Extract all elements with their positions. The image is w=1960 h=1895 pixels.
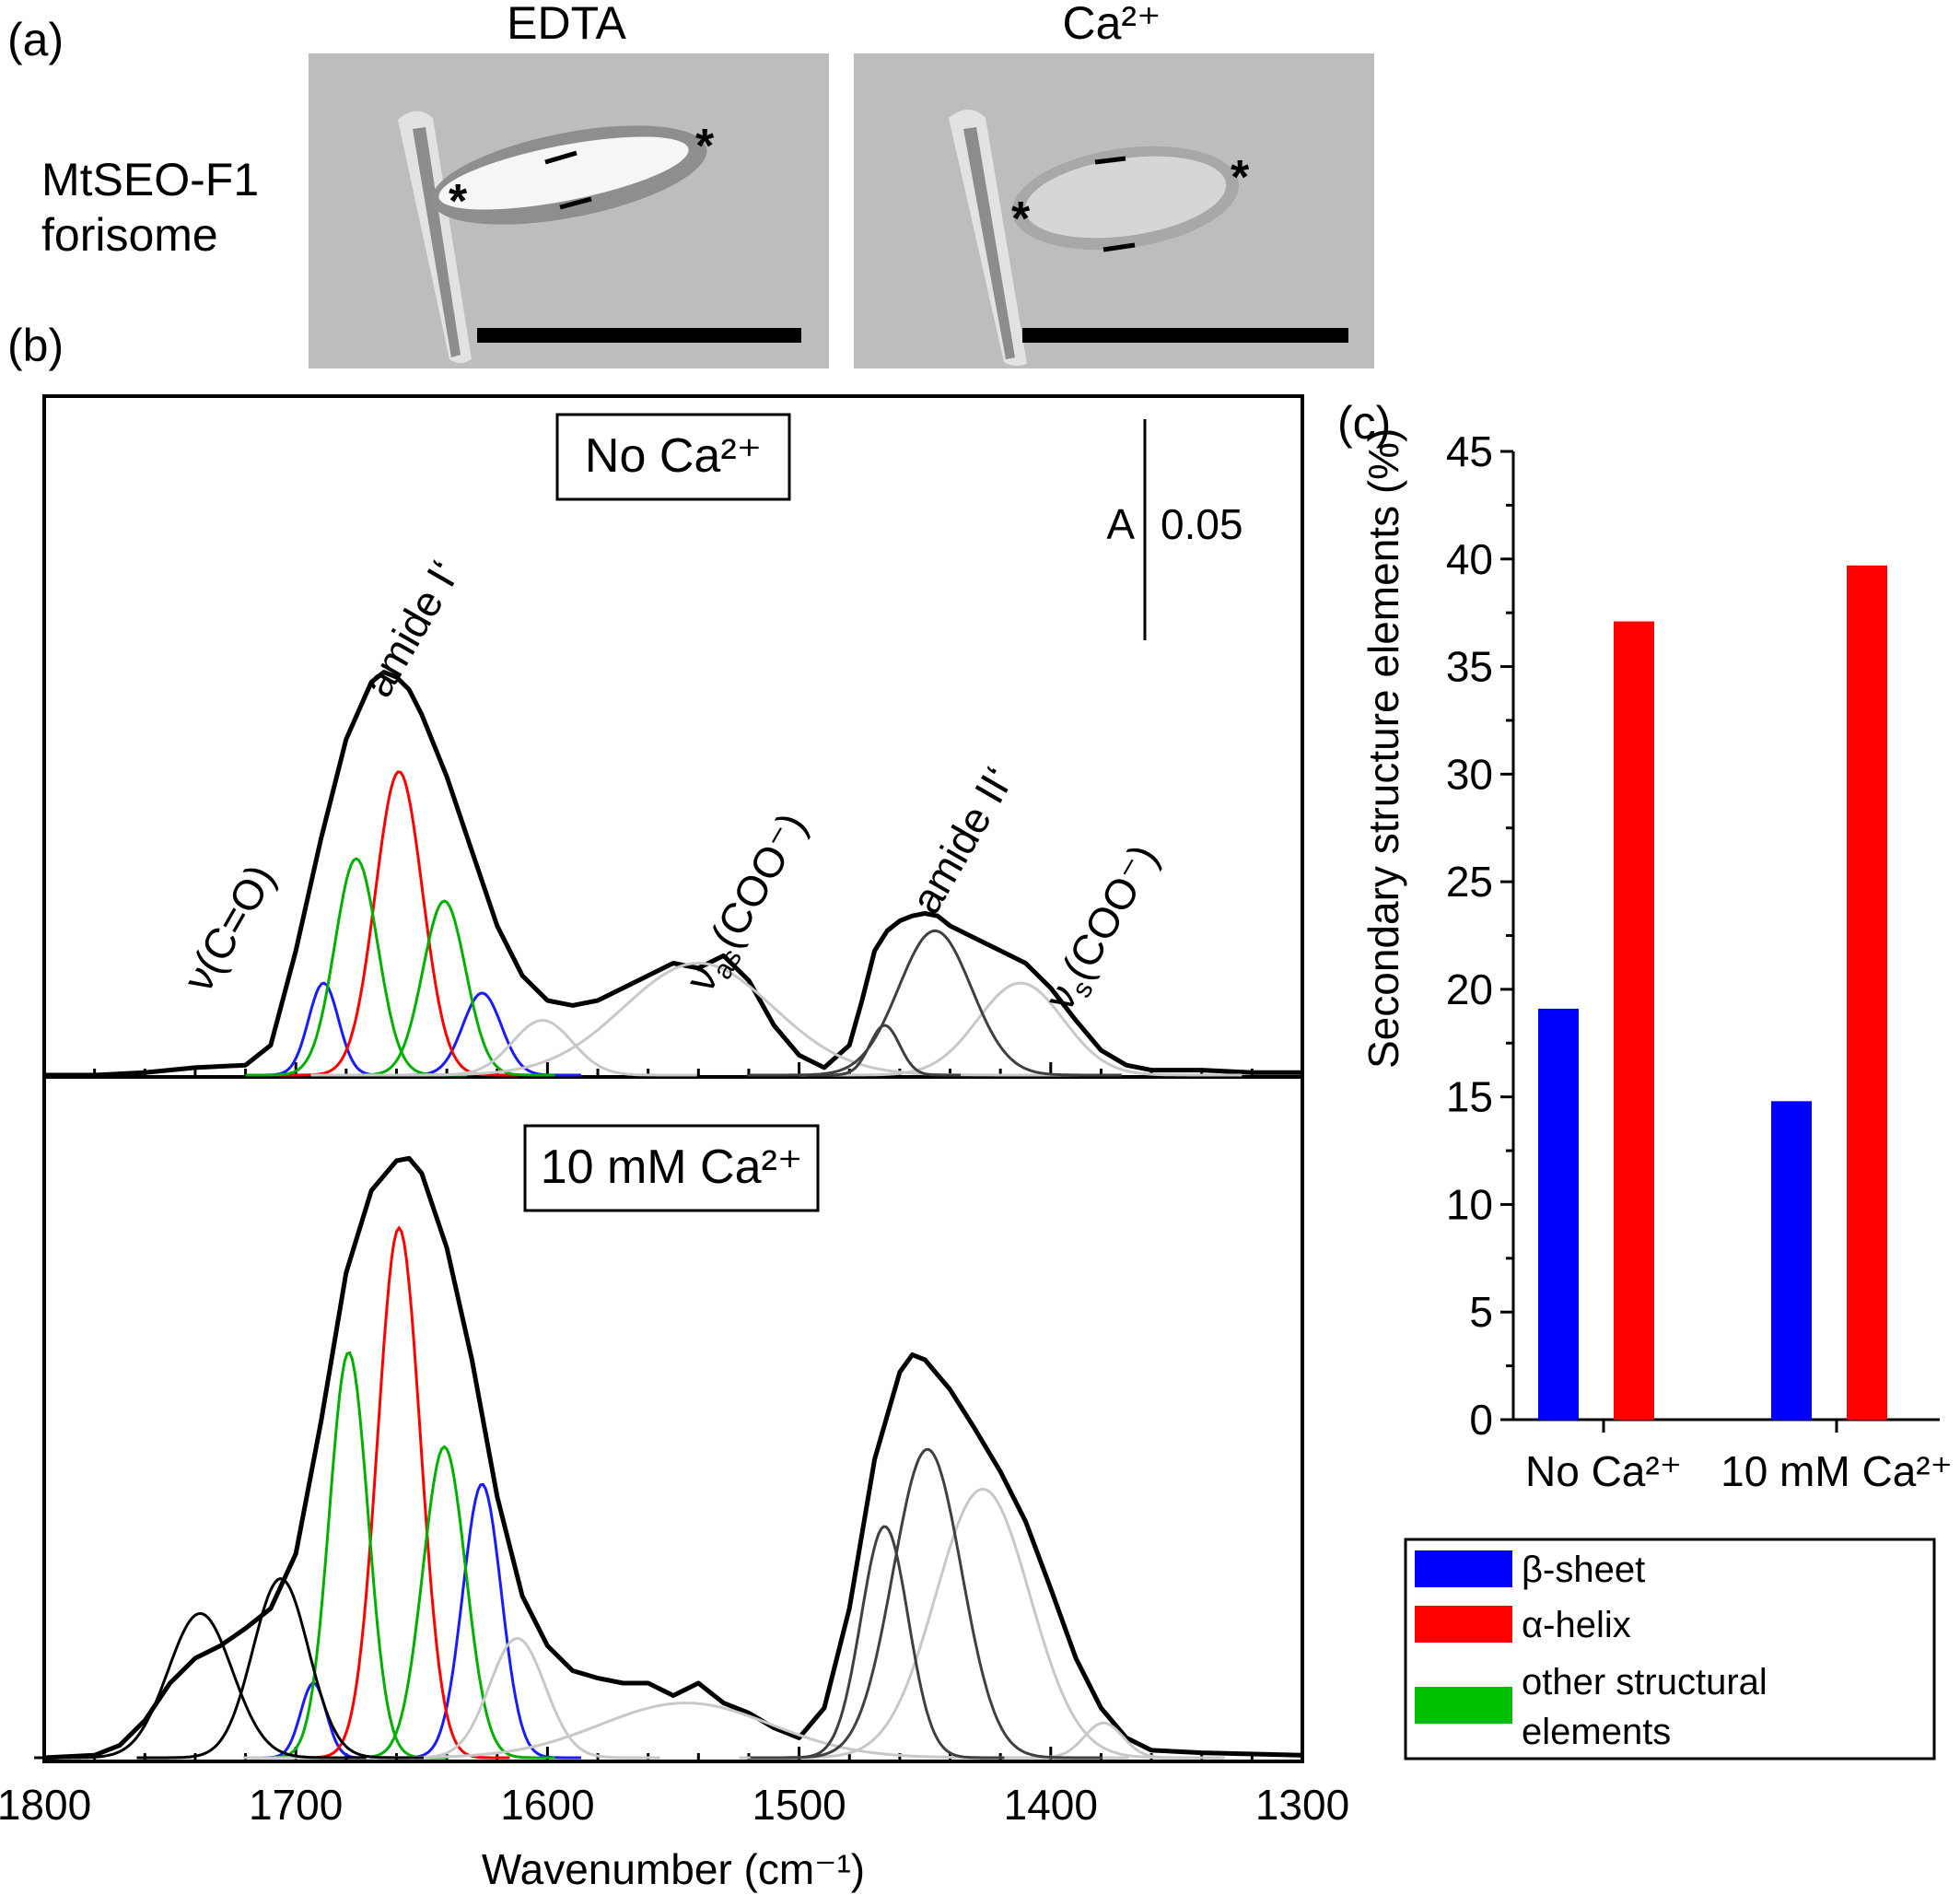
- annotation-amide-two: amide II‘: [902, 758, 1023, 921]
- no-calcium-component-4-2: [799, 981, 1242, 1077]
- legend-swatch: [1415, 1550, 1512, 1587]
- panel-a-label: (a): [7, 14, 64, 65]
- x-tick-label: 1800: [0, 1781, 91, 1829]
- legend-swatch: [1415, 1606, 1512, 1643]
- legend-label-continued: elements: [1522, 1712, 1671, 1752]
- calcium-component-1-1: [382, 1482, 581, 1760]
- bar-alpha-helix-0: [1614, 621, 1654, 1420]
- legend-swatch: [1415, 1687, 1512, 1724]
- legend-label: β-sheet: [1522, 1550, 1645, 1590]
- no-calcium-measured-line: [44, 670, 1302, 1078]
- y-tick-label: 15: [1446, 1073, 1493, 1121]
- legend-label: α-helix: [1522, 1605, 1631, 1645]
- category-label: 10 mM Ca²⁺: [1721, 1447, 1953, 1495]
- bar-chart-y-axis-title: Secondary structure elements (%): [1359, 428, 1407, 1069]
- column-title-calcium: Ca²⁺: [1063, 0, 1161, 49]
- row-label-line1: MtSEO-F1: [41, 154, 259, 205]
- column-title-edta: EDTA: [507, 0, 626, 49]
- y-tick-label: 5: [1469, 1288, 1493, 1336]
- panel-b-label: (b): [7, 320, 64, 371]
- x-tick-label: 1400: [1004, 1781, 1098, 1829]
- bar-chart-axes: 0 5 10 15 20 25 30 35 40 45 No Ca²⁺ 10 mM Ca²⁺: [1446, 427, 1953, 1495]
- calcium-component-6-1: [750, 1447, 1103, 1760]
- calcium-component-5-0: [34, 1611, 367, 1760]
- bar-beta-sheet-1: [1771, 1101, 1812, 1420]
- tip-marker-calcium-left: *: [1011, 193, 1031, 246]
- no-calcium-label: No Ca²⁺: [585, 429, 762, 483]
- annotation-carbonyl: ν(C=O): [174, 857, 285, 1000]
- no-calcium-component-4-0: [387, 1019, 697, 1077]
- no-calcium-component-2-0: [277, 770, 519, 1077]
- annotation-sym-carboxylate: νs(COO⁻): [1035, 836, 1173, 1022]
- y-tick-label: 20: [1446, 965, 1493, 1013]
- no-calcium-spectrum: [44, 670, 1302, 1078]
- row-label-line2: forisome: [41, 209, 218, 261]
- tip-marker-edta-right: *: [695, 120, 715, 173]
- no-calcium-component-3-1: [333, 899, 555, 1077]
- micrograph-calcium: [854, 53, 1374, 368]
- no-calcium-component-5-1: [746, 929, 1122, 1077]
- x-tick-label: 1500: [752, 1781, 846, 1829]
- calcium-measured-line: [43, 1155, 1303, 1760]
- legend: β-sheet α-helix other structural elements: [1415, 1550, 1768, 1752]
- y-tick-label: 25: [1446, 858, 1493, 906]
- annotation-amide-one: amide I‘: [354, 553, 470, 705]
- calcium-component-5-1: [136, 1577, 424, 1760]
- y-tick-label: 45: [1446, 427, 1493, 475]
- x-tick-label: 1700: [249, 1781, 343, 1829]
- category-label: No Ca²⁺: [1525, 1447, 1682, 1495]
- calcium-label: 10 mM Ca²⁺: [541, 1141, 803, 1194]
- wavenumber-tick-labels: 1800 1700 1600 1500 1400 1300: [0, 1781, 1349, 1829]
- panel-c-label: (c): [1337, 397, 1391, 449]
- annotation-asym-carboxylate: νas(COO⁻): [676, 804, 822, 1002]
- calcium-component-6-0: [763, 1525, 1005, 1760]
- absorbance-scale-value: 0.05: [1161, 500, 1243, 548]
- y-tick-label: 10: [1446, 1180, 1493, 1228]
- no-calcium-label-box: [555, 413, 791, 501]
- tip-marker-edta-left: *: [449, 175, 468, 228]
- calcium-label-box: [523, 1124, 820, 1212]
- bar-alpha-helix-1: [1847, 565, 1887, 1420]
- bar-chart-bars: [1538, 565, 1887, 1420]
- no-calcium-component-5-0: [807, 1024, 961, 1077]
- micrograph-edta: [309, 53, 829, 368]
- x-tick-label: 1600: [500, 1781, 594, 1829]
- y-tick-label: 40: [1446, 535, 1493, 583]
- calcium-component-4-2: [739, 1487, 1225, 1760]
- calcium-spectrum: [34, 1155, 1303, 1760]
- calcium-component-4-1: [242, 1702, 1129, 1760]
- bar-beta-sheet-0: [1538, 1008, 1579, 1420]
- y-tick-label: 30: [1446, 750, 1493, 798]
- calcium-component-4-3: [1004, 1721, 1203, 1760]
- tip-marker-calcium-right: *: [1231, 151, 1250, 205]
- x-tick-label: 1300: [1255, 1781, 1349, 1829]
- absorbance-scale-letter: A: [1106, 500, 1135, 548]
- wavenumber-axis-title: Wavenumber (cm⁻¹): [482, 1845, 865, 1893]
- y-tick-label: 0: [1469, 1396, 1493, 1444]
- y-tick-label: 35: [1446, 643, 1493, 691]
- no-calcium-component-1-0: [246, 981, 400, 1077]
- legend-label: other structural: [1522, 1662, 1768, 1702]
